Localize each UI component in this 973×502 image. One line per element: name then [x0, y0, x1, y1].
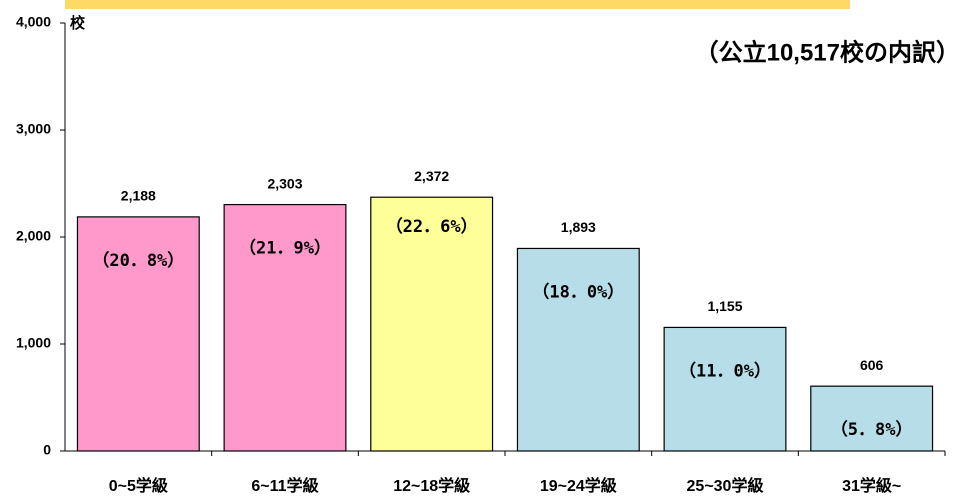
y-tick-label: 3,000 [16, 121, 51, 137]
bar [810, 385, 934, 452]
x-tick-label: 0~5学級 [109, 476, 168, 495]
bar [76, 216, 200, 452]
bar [370, 196, 494, 452]
x-tick-label: 19~24学級 [540, 476, 617, 495]
value-label: 2,303 [267, 175, 302, 191]
value-label: 2,188 [121, 188, 156, 204]
x-tick-label: 6~11学級 [251, 476, 318, 495]
bar [516, 247, 640, 452]
value-label: 1,155 [707, 298, 742, 314]
share-label: （5．8%） [831, 419, 913, 440]
x-tick-label: 31学級~ [842, 476, 901, 495]
y-tick-label: 0 [43, 442, 51, 458]
x-tick-label: 25~30学級 [687, 476, 764, 495]
share-label: （21．9%） [239, 238, 331, 259]
share-label: （18．0%） [532, 281, 624, 302]
y-tick-label: 1,000 [16, 335, 51, 351]
value-label: 1,893 [561, 219, 596, 235]
x-tick-label: 12~18学級 [393, 476, 470, 495]
y-unit: 校 [70, 14, 86, 32]
value-label: 606 [860, 357, 884, 373]
y-tick-label: 4,000 [16, 14, 51, 30]
bar [663, 326, 787, 452]
chart-title: （公立10,517校の内訳） [695, 38, 960, 66]
share-label: （11．0%） [679, 360, 771, 381]
y-tick-label: 2,000 [16, 228, 51, 244]
share-label: （20．8%） [92, 250, 184, 271]
value-label: 2,372 [414, 168, 449, 184]
bar [223, 203, 347, 452]
share-label: （22．6%） [386, 216, 478, 237]
top-banner [65, 0, 850, 9]
